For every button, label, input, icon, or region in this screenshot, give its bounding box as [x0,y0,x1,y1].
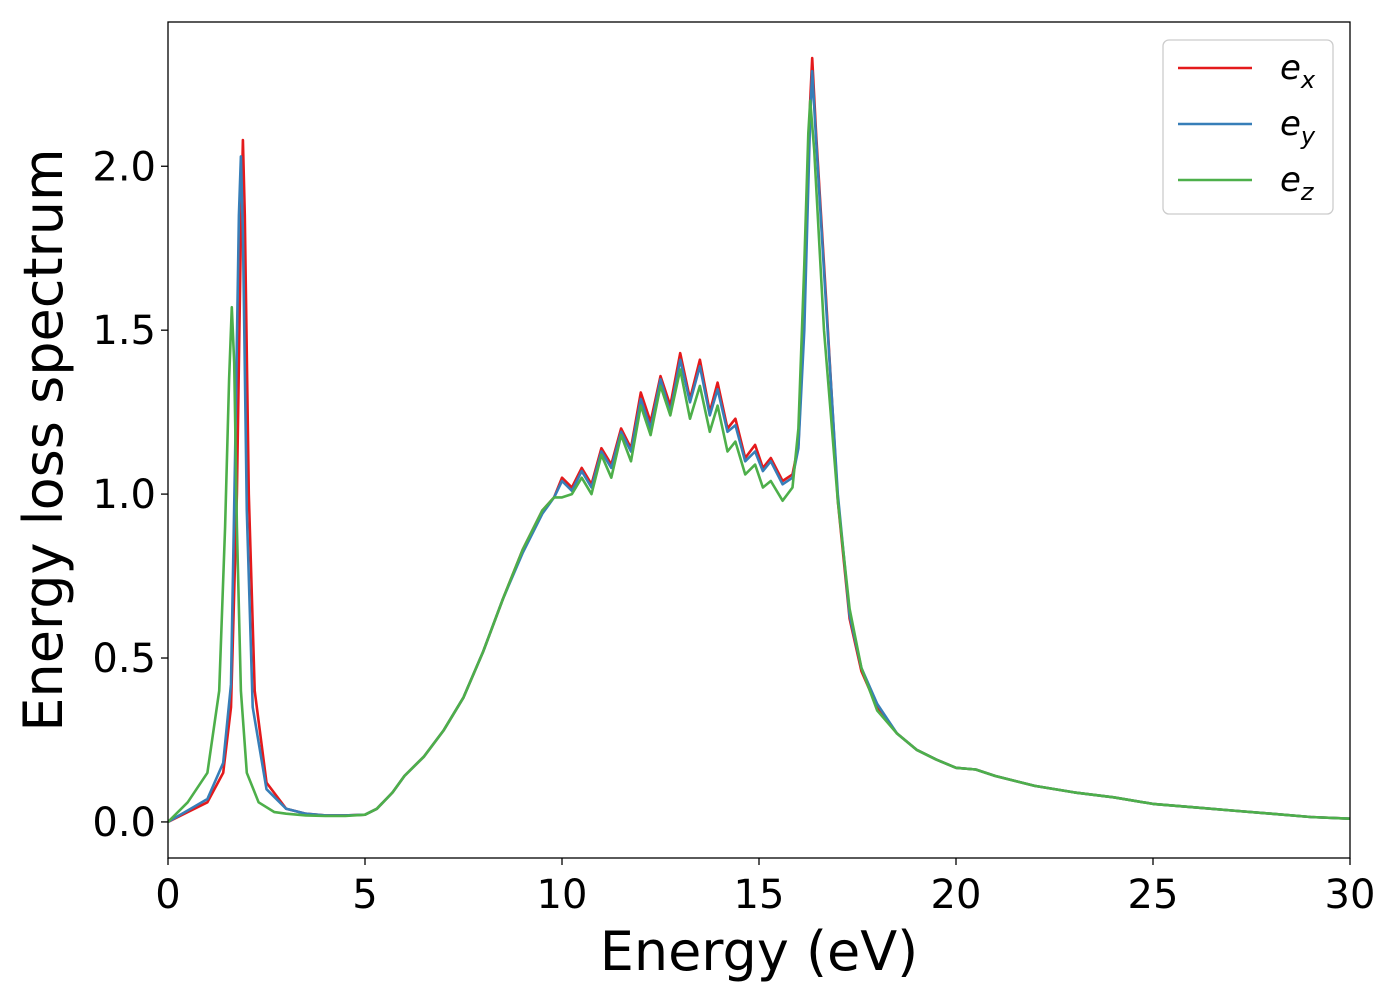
x-tick-label: 30 [1325,872,1376,918]
x-tick-label: 10 [537,872,588,918]
y-tick-label: 1.5 [92,308,156,354]
y-tick-label: 2.0 [92,144,156,190]
series-line-ez [168,99,1350,823]
y-tick-label: 0.5 [92,636,156,682]
legend-label-ex: ex [1280,48,1316,94]
y-axis-title: Energy loss spectrum [12,148,75,731]
y-axis: 0.0 0.5 1.0 1.5 2.0 [92,144,168,846]
x-tick-label: 25 [1128,872,1179,918]
legend-box [1162,39,1334,215]
y-tick-label: 1.0 [92,472,156,518]
y-tick-label: 0.0 [92,800,156,846]
x-tick-label: 20 [931,872,982,918]
x-axis-title: Energy (eV) [600,920,919,983]
x-tick-label: 15 [734,872,785,918]
x-tick-label: 0 [155,872,180,918]
x-tick-label: 5 [352,872,377,918]
x-axis: 0 5 10 15 20 25 30 [155,858,1375,918]
series-layer [168,56,1350,824]
legend-label-ey: ey [1280,104,1316,150]
